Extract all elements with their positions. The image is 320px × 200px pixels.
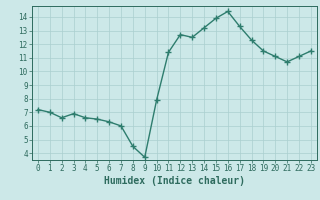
X-axis label: Humidex (Indice chaleur): Humidex (Indice chaleur) [104,176,245,186]
